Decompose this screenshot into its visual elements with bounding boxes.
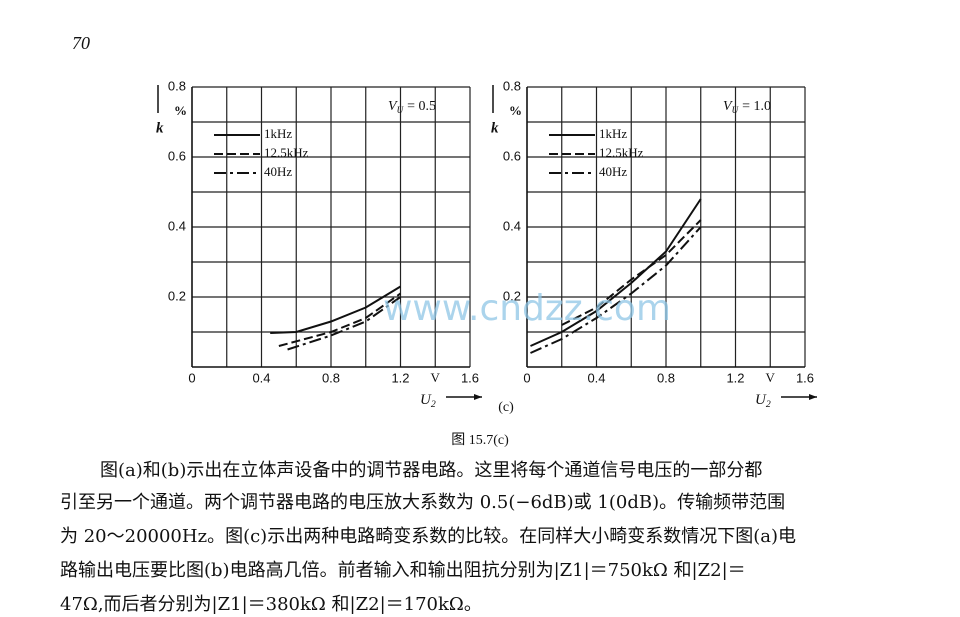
x-label-arrowhead — [474, 394, 482, 400]
legend-label: 1kHz — [599, 126, 627, 141]
x-tick-label: 1.6 — [461, 370, 479, 385]
y-tick-label: 0.8 — [503, 78, 521, 93]
y-label: k — [156, 120, 164, 136]
y-label: k — [491, 120, 499, 136]
legend-label: 12.5kHz — [264, 145, 309, 160]
series-line — [530, 226, 702, 354]
y-tick-label: 0.4 — [168, 218, 186, 233]
x-tick-label: 1.6 — [796, 370, 814, 385]
symbol-label: U2 — [420, 392, 436, 410]
y-unit: % — [174, 103, 187, 118]
panel-label: (c) — [498, 400, 514, 415]
body-line: 为 20～20000Hz。图(c)示出两种电路畸变系数的比较。在同样大小畸变系数… — [60, 526, 796, 547]
annotation-text: = 0.5 — [407, 99, 436, 114]
x-tick-label: 0.8 — [657, 370, 675, 385]
x-tick-label: 0 — [188, 370, 195, 385]
subscript: 2 — [431, 399, 436, 410]
x-tick-label: 0.8 — [322, 370, 340, 385]
legend-label: 12.5kHz — [599, 145, 644, 160]
legend-label: 1kHz — [264, 126, 292, 141]
series-line — [278, 292, 402, 347]
series-line — [530, 198, 702, 347]
subscript: U — [397, 105, 405, 115]
y-tick-label: 0.2 — [503, 288, 521, 303]
symbol: U — [420, 392, 432, 408]
subscript: U — [732, 105, 740, 115]
page-number: 70 — [72, 33, 90, 53]
watermark: www.cndzz.com — [383, 288, 671, 329]
annotation-text: = 1.0 — [742, 99, 771, 114]
y-tick-label: 0.6 — [168, 148, 186, 163]
series-line — [561, 219, 702, 326]
x-tick-label: 1.2 — [726, 370, 744, 385]
x-tick-label: 0.4 — [587, 370, 605, 385]
subscript: 2 — [766, 399, 771, 410]
y-tick-label: 0.6 — [503, 148, 521, 163]
y-unit: % — [509, 103, 522, 118]
body-line: 47Ω,而后者分别为|Z1|＝380kΩ 和|Z2|＝170kΩ。 — [60, 594, 482, 615]
x-tick-label: 0 — [523, 370, 530, 385]
series-line — [270, 285, 402, 335]
x-unit: V — [431, 370, 441, 385]
symbol: V — [388, 99, 398, 114]
body-line: 图(a)和(b)示出在立体声设备中的调节器电路。这里将每个通道信号电压的一部分都 — [100, 460, 762, 481]
caption: 图 15.7(c) — [451, 433, 509, 448]
series-line — [287, 296, 402, 351]
body-line: 引至另一个通道。两个调节器电路的电压放大系数为 0.5(−6dB)或 1(0dB… — [60, 492, 785, 513]
body-line: 路输出电压要比图(b)电路高几倍。前者输入和输出阻抗分别为|Z1|＝750kΩ … — [60, 560, 746, 581]
symbol: U — [755, 392, 767, 408]
symbol-label: VU = 1.0 — [723, 99, 771, 115]
x-label-arrowhead — [809, 394, 817, 400]
symbol-label: VU = 0.5 — [388, 99, 436, 115]
y-tick-label: 0.2 — [168, 288, 186, 303]
x-unit: V — [766, 370, 776, 385]
symbol: V — [723, 99, 733, 114]
y-tick-label: 0.8 — [168, 78, 186, 93]
legend-label: 40Hz — [264, 164, 292, 179]
legend-label: 40Hz — [599, 164, 627, 179]
y-tick-label: 0.4 — [503, 218, 521, 233]
x-tick-label: 0.4 — [252, 370, 270, 385]
symbol-label: U2 — [755, 392, 771, 410]
x-tick-label: 1.2 — [391, 370, 409, 385]
